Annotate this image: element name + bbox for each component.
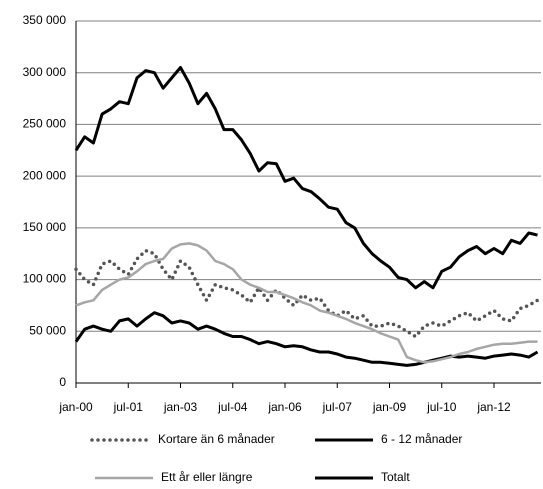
x-tick-label: jul-07 [322,400,353,414]
y-tick-label: 200 000 [23,168,67,182]
series-line [74,66,538,290]
legend-label: 6 - 12 månader [381,432,462,446]
series-line [74,311,539,367]
x-tick-label: jan-12 [476,400,511,414]
x-tick-label: jan-03 [163,400,198,414]
y-tick-label: 100 000 [23,272,67,286]
legend-label: Ett år eller längre [161,470,253,484]
x-tick-label: jul-10 [426,400,457,414]
legend-label: Totalt [381,470,410,484]
y-tick-label: 300 000 [23,65,67,79]
series-line [75,242,538,364]
y-tick-label: 250 000 [23,117,67,131]
y-tick-label: 0 [59,375,66,389]
y-tick-label: 150 000 [23,220,67,234]
x-tick-label: jan-06 [267,400,302,414]
x-tick-label: jan-00 [58,400,93,414]
x-tick-label: jul-01 [113,400,144,414]
x-tick-label: jul-04 [217,400,248,414]
series-line [74,248,540,339]
y-tick-label: 350 000 [23,13,67,27]
legend-label: Kortare än 6 månader [158,432,275,446]
y-tick-label: 50 000 [29,323,66,337]
x-tick-label: jan-09 [372,400,407,414]
